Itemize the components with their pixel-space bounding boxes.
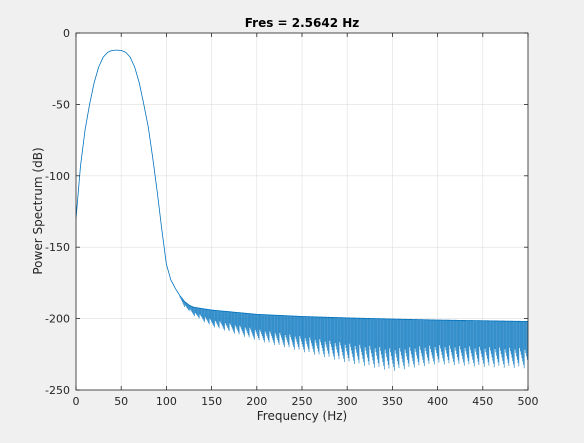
- x-tick-label: 350: [382, 395, 403, 408]
- ticks: 0 50 100 150 200 250 300 350 400 450 500 0 -50 -100 -1…: [45, 27, 538, 408]
- x-tick-label: 450: [472, 395, 493, 408]
- y-tick-label: -100: [45, 170, 70, 183]
- y-tick-label: 0: [63, 27, 70, 40]
- x-axis-label: Frequency (Hz): [257, 409, 348, 423]
- y-axis-label: Power Spectrum (dB): [31, 147, 45, 274]
- series: [76, 49, 528, 371]
- x-tick-label: 50: [114, 395, 128, 408]
- y-tick-label: -250: [45, 384, 70, 397]
- x-tick-label: 0: [73, 395, 80, 408]
- chart-title: Fres = 2.5642 Hz: [245, 16, 360, 30]
- x-tick-label: 100: [156, 395, 177, 408]
- x-tick-label: 400: [427, 395, 448, 408]
- y-tick-label: -50: [52, 98, 70, 111]
- y-tick-label: -150: [45, 241, 70, 254]
- x-tick-label: 300: [337, 395, 358, 408]
- x-tick-label: 150: [201, 395, 222, 408]
- x-tick-label: 200: [246, 395, 267, 408]
- x-tick-label: 250: [292, 395, 313, 408]
- y-tick-label: -200: [45, 313, 70, 326]
- spectrum-sidelobes: [179, 295, 528, 371]
- x-tick-label: 500: [518, 395, 539, 408]
